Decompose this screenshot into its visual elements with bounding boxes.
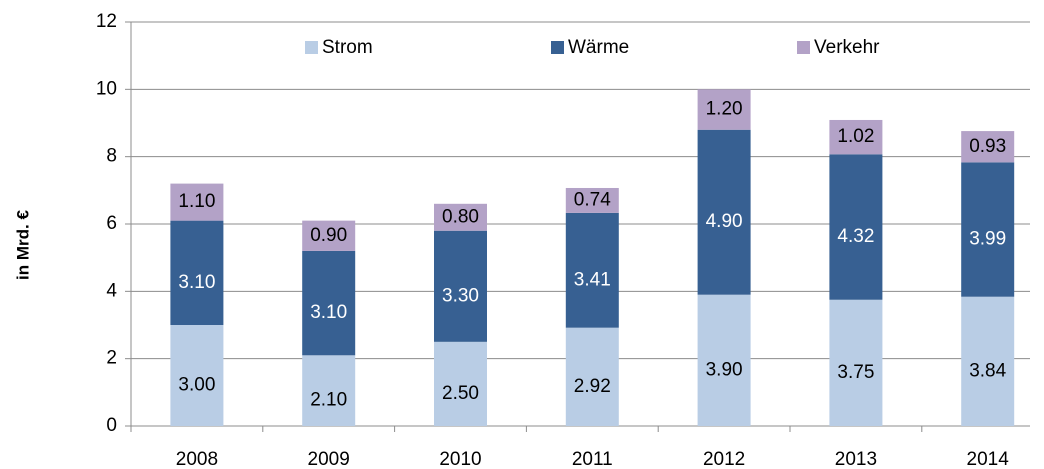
data-label: 1.20: [706, 99, 743, 120]
y-tick-label: 6: [106, 213, 117, 234]
bar-segment: [302, 250, 356, 356]
data-label: 3.00: [178, 375, 215, 396]
data-label: 1.02: [837, 126, 874, 147]
bar-segment: [302, 355, 356, 426]
legend-swatch: [797, 41, 810, 54]
legend-swatch: [305, 41, 318, 54]
x-tick-label: 2009: [308, 449, 350, 469]
y-axis-label: in Mrd. €: [13, 210, 32, 280]
data-label: 0.80: [442, 206, 479, 227]
bar-segment: [170, 220, 224, 325]
bar-segment: [697, 294, 751, 426]
data-label: 3.84: [969, 360, 1006, 381]
bar-segment: [565, 187, 619, 213]
data-label: 3.30: [442, 285, 479, 306]
bar-segment: [961, 162, 1015, 297]
data-label: 2.10: [310, 390, 347, 411]
bar-segment: [302, 220, 356, 251]
y-tick-label: 2: [106, 348, 117, 369]
bar-segment: [434, 341, 487, 426]
legend-swatch: [551, 41, 564, 54]
data-label: 4.32: [837, 226, 874, 247]
bar-segment: [434, 203, 487, 231]
y-tick-label: 0: [106, 415, 117, 436]
data-label: 2.50: [442, 383, 479, 404]
x-tick-label: 2011: [572, 449, 613, 469]
data-label: 3.41: [574, 269, 611, 290]
x-tick-label: 2012: [703, 449, 745, 469]
data-label: 4.90: [706, 211, 743, 232]
bar-segment: [829, 154, 883, 300]
y-tick-label: 8: [106, 146, 117, 167]
bar-segment: [565, 327, 619, 426]
data-label: 3.10: [310, 302, 347, 323]
data-label: 1.10: [178, 191, 215, 212]
bar-segment: [170, 183, 224, 221]
x-tick-label: 2008: [176, 449, 218, 469]
data-label: 0.90: [310, 225, 347, 246]
legend-label: Strom: [322, 37, 373, 58]
bar-segment: [961, 296, 1015, 426]
y-tick-label: 4: [106, 280, 117, 301]
data-label: 0.74: [574, 189, 611, 210]
data-label: 2.92: [574, 376, 611, 397]
data-label: 0.93: [969, 136, 1006, 157]
bar-segment: [961, 131, 1015, 163]
bar-segment: [697, 129, 751, 295]
bar-segment: [170, 325, 224, 426]
x-tick-label: 2013: [835, 449, 877, 469]
data-label: 3.99: [969, 229, 1006, 250]
legend-label: Wärme: [568, 37, 629, 58]
x-tick-label: 2014: [967, 449, 1010, 469]
bar-segment: [697, 89, 751, 130]
bar-segment: [434, 230, 487, 342]
y-tick-label: 12: [96, 11, 117, 32]
y-tick-label: 10: [96, 78, 117, 99]
x-tick-label: 2010: [439, 449, 481, 469]
data-label: 3.10: [178, 272, 215, 293]
data-label: 3.90: [706, 359, 743, 380]
bar-segment: [829, 299, 883, 426]
data-label: 3.75: [837, 362, 874, 383]
legend-label: Verkehr: [814, 37, 880, 58]
bar-segment: [829, 119, 883, 155]
bar-segment: [565, 212, 619, 328]
